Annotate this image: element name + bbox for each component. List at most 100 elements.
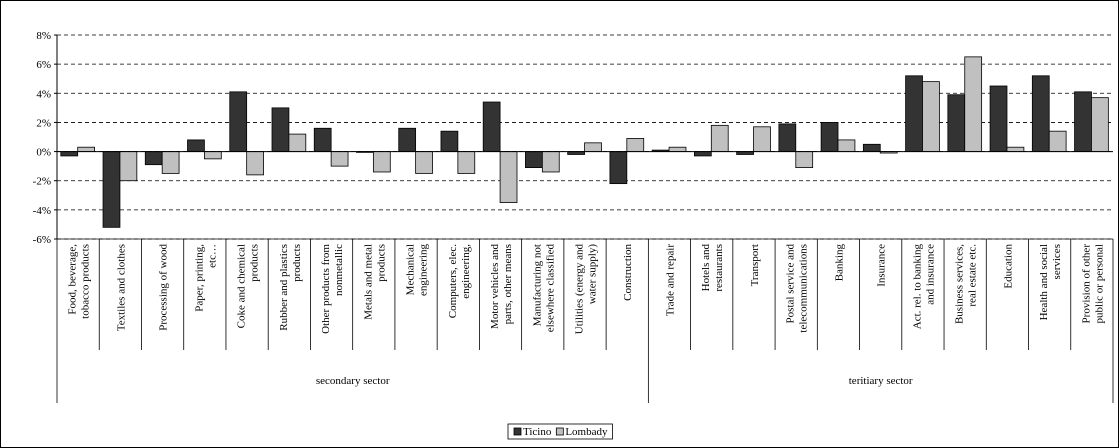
bar-lombady bbox=[753, 126, 771, 152]
bar-lombady bbox=[1006, 146, 1025, 152]
bar-lombady bbox=[415, 151, 433, 174]
x-tick-label: Food, beverage, bbox=[67, 244, 79, 315]
bar-lombady bbox=[710, 124, 729, 152]
x-tick-label: products bbox=[291, 244, 303, 282]
x-tick-label: Computers, elec. bbox=[447, 244, 459, 318]
group-label: secondary sector bbox=[316, 375, 390, 387]
x-tick-label: and insurance bbox=[924, 244, 936, 305]
bar-lombady bbox=[246, 151, 264, 176]
bar-ticino bbox=[102, 151, 121, 228]
bar-lombady bbox=[457, 151, 476, 174]
bar-ticino bbox=[313, 127, 332, 152]
legend: Ticino Lombady bbox=[507, 423, 613, 440]
x-tick-label: real estate etc. bbox=[967, 244, 979, 307]
x-tick-label: telecommunications bbox=[798, 244, 810, 333]
bar-ticino bbox=[440, 130, 459, 152]
legend-label: Lombady bbox=[565, 426, 608, 438]
bar-ticino bbox=[482, 101, 501, 152]
bar-ticino bbox=[778, 123, 797, 152]
x-tick-label: Mechanical bbox=[405, 244, 417, 295]
y-tick-label: -4% bbox=[33, 205, 51, 217]
x-tick-label: restaurants bbox=[713, 244, 725, 292]
bar-lombady bbox=[795, 151, 814, 169]
bar-lombady bbox=[161, 151, 180, 174]
bar-lombady bbox=[1048, 130, 1067, 152]
x-tick-label: elsewhere classified bbox=[544, 244, 556, 333]
x-tick-label: Transport bbox=[749, 244, 761, 286]
x-tick-label: Paper, printing, bbox=[193, 244, 205, 312]
x-tick-label: Textiles and clothes bbox=[115, 244, 127, 331]
x-tick-label: parts, other means bbox=[502, 244, 514, 324]
x-tick-label: Manufacturing not bbox=[531, 244, 543, 326]
x-tick-label: Health and social bbox=[1038, 244, 1050, 320]
bar-lombady bbox=[837, 139, 856, 152]
bar-lombady bbox=[922, 81, 940, 152]
x-tick-label: public or personal bbox=[1093, 244, 1105, 323]
axes: 8% 6% 4% 2% 0% -2% -4% -6% bbox=[33, 30, 1114, 403]
bar-lombady bbox=[330, 151, 349, 167]
bar-lombady bbox=[541, 151, 560, 173]
x-tick-label: Insurance bbox=[876, 244, 888, 287]
bar-lombady bbox=[372, 151, 391, 173]
group-label: teritiary sector bbox=[849, 375, 913, 387]
bar-ticino bbox=[271, 107, 290, 152]
x-tick-label: tobacco products bbox=[80, 244, 92, 319]
x-tick-label: products bbox=[249, 244, 261, 282]
bar-ticino bbox=[525, 151, 543, 169]
x-tick-label: Rubber and plastics bbox=[278, 244, 290, 331]
bar-lombady bbox=[668, 146, 687, 152]
bar-ticino bbox=[609, 151, 628, 185]
bar-ticino bbox=[1031, 75, 1050, 152]
y-tick-label: -2% bbox=[33, 176, 51, 188]
x-tick-label: Trade and repair bbox=[664, 244, 676, 317]
x-tick-label: engineering bbox=[418, 244, 430, 296]
x-tick-label: Coke and chemical bbox=[236, 244, 248, 328]
x-tick-label: Processing of wood bbox=[158, 244, 170, 331]
bar-lombady bbox=[288, 133, 307, 152]
y-tick-label: 2% bbox=[36, 117, 51, 129]
bar-lombady bbox=[964, 56, 983, 152]
bar-lombady bbox=[204, 151, 222, 160]
bar-ticino bbox=[60, 151, 79, 157]
bar-lombady bbox=[1091, 97, 1109, 152]
legend-swatch bbox=[513, 427, 522, 436]
legend-swatch bbox=[555, 427, 564, 436]
bar-ticino bbox=[144, 151, 163, 166]
x-tick-label: Motor vehicles and bbox=[489, 244, 501, 329]
bar-ticino bbox=[862, 143, 881, 152]
bar-ticino bbox=[905, 75, 923, 152]
x-tick-label: Banking bbox=[833, 244, 845, 282]
x-tick-label: Hotels and bbox=[700, 244, 712, 292]
bar-ticino bbox=[229, 91, 248, 152]
x-tick-label: Postal service and bbox=[785, 244, 797, 324]
x-tick-label: engineering, bbox=[460, 244, 472, 299]
y-tick-label: 0% bbox=[36, 147, 51, 159]
y-tick-label: 8% bbox=[36, 30, 51, 42]
x-tick-label: Metals and metal bbox=[362, 244, 374, 320]
bar-ticino bbox=[947, 94, 966, 152]
bar-lombady bbox=[77, 146, 95, 152]
bar-lombady bbox=[626, 138, 645, 152]
bar-ticino bbox=[820, 122, 839, 152]
bar-ticino bbox=[1074, 91, 1092, 152]
bar-ticino bbox=[989, 85, 1008, 152]
bar-lombady bbox=[499, 151, 518, 203]
bar-lombady bbox=[584, 142, 602, 152]
bar-ticino bbox=[694, 151, 712, 157]
x-tick-label: Utilities (energy and bbox=[574, 244, 586, 335]
y-tick-label: -6% bbox=[33, 234, 51, 246]
x-tick-label: Education bbox=[1002, 244, 1014, 289]
x-tick-label: Act. rel. to banking bbox=[911, 244, 923, 330]
bar-lombady bbox=[119, 151, 138, 182]
category-labels: Food, beverage, tobacco products Textiles … bbox=[67, 244, 1106, 387]
x-tick-label: Other products from bbox=[320, 244, 332, 334]
bar-ticino bbox=[398, 127, 417, 152]
legend-label: Ticino bbox=[523, 426, 552, 438]
x-tick-label: products bbox=[375, 244, 387, 282]
bars bbox=[60, 56, 1109, 228]
x-tick-label: Construction bbox=[622, 244, 634, 301]
x-tick-label: Provision of other bbox=[1080, 244, 1092, 324]
y-tick-label: 6% bbox=[36, 59, 51, 71]
